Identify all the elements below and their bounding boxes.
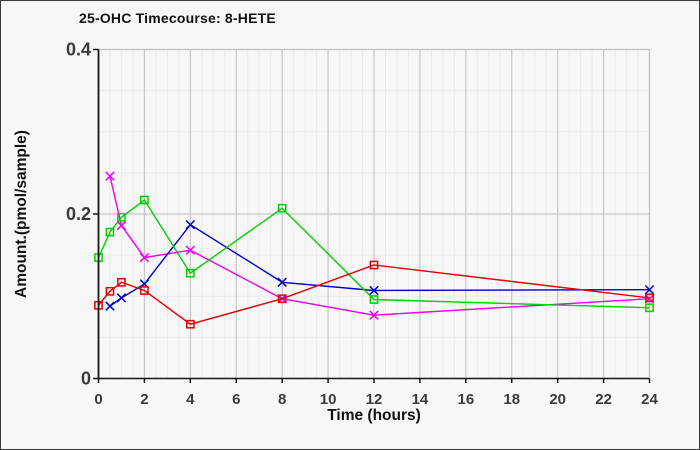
marker-magenta-x-series: [369, 310, 379, 320]
y-tick-label: 0.4: [66, 40, 91, 60]
marker-magenta-x-series: [185, 245, 196, 255]
x-tick-label: 2: [140, 391, 148, 408]
marker-red-square-series: [369, 260, 379, 270]
marker-magenta-x-series: [105, 171, 115, 181]
marker-blue-x-series: [185, 219, 196, 230]
marker-red-square-series: [140, 286, 149, 295]
y-axis-label: Amount.(pmol/sample): [13, 130, 30, 298]
series-line-red-square-series: [97, 264, 650, 325]
x-tick-label: 6: [232, 391, 240, 408]
marker-red-square-series: [117, 277, 126, 287]
marker-blue-x-series: [116, 293, 127, 303]
marker-magenta-x-series: [116, 220, 127, 231]
x-tick-label: 20: [549, 391, 566, 408]
x-tick-label: 12: [366, 391, 383, 408]
x-axis-label: Time (hours): [327, 407, 421, 424]
marker-blue-x-series: [277, 277, 287, 287]
marker-red-square-series: [277, 294, 287, 304]
y-tick-label: 0.2: [66, 204, 91, 224]
marker-magenta-x-series: [139, 252, 150, 263]
x-tick-label: 16: [457, 391, 474, 408]
marker-green-square-series: [645, 303, 654, 313]
marker-red-square-series: [105, 286, 115, 296]
x-tick-label: 18: [503, 391, 520, 408]
x-tick-label: 4: [186, 391, 195, 408]
x-tick-label: 8: [278, 391, 286, 408]
x-tick-label: 10: [320, 391, 337, 408]
marker-green-square-series: [117, 212, 126, 222]
marker-green-square-series: [105, 227, 115, 237]
marker-green-square-series: [140, 195, 149, 205]
x-tick-label: 22: [595, 391, 612, 408]
x-tick-label: 14: [412, 391, 429, 408]
marker-green-square-series: [185, 268, 195, 278]
marker-blue-x-series: [369, 285, 379, 296]
marker-green-square-series: [369, 295, 379, 304]
marker-green-square-series: [277, 203, 287, 213]
marker-blue-x-series: [644, 284, 655, 295]
marker-red-square-series: [645, 293, 654, 303]
series-line-green-square-series: [97, 199, 650, 309]
y-tick-label: 0: [81, 369, 91, 389]
x-tick-label: 0: [94, 391, 102, 408]
marker-red-square-series: [185, 319, 195, 329]
x-tick-label: 24: [641, 391, 658, 408]
chart-title: 25-OHC Timecourse: 8-HETE: [79, 10, 276, 26]
marker-blue-x-series: [105, 301, 115, 311]
